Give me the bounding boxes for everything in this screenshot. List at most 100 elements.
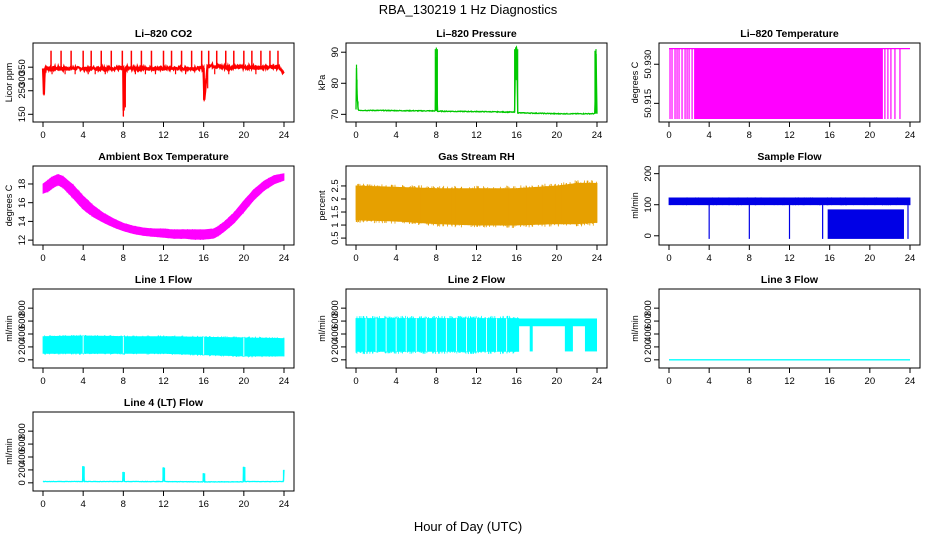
y-tick-label: 400: [643, 326, 654, 342]
x-tick-label: 16: [511, 376, 522, 387]
x-tick-label: 8: [434, 130, 439, 141]
y-tick-label: 100: [643, 197, 654, 213]
y-tick-label: 1.5: [330, 205, 341, 218]
y-tick-label: 90: [330, 47, 341, 58]
x-tick-label: 12: [471, 253, 482, 264]
x-tick-label: 20: [239, 130, 250, 141]
series-layer: [355, 315, 597, 355]
x-tick-label: 16: [198, 130, 209, 141]
chart-panel-8: Line 2 Flow ml/min 0 4 8 12 16 20 24 0 20040060080…: [317, 274, 608, 387]
y-tick-label: 600: [643, 313, 654, 329]
x-tick-label: 8: [121, 499, 126, 510]
chart-panel-10: Line 4 (LT) Flow ml/min 0 4 8 12 16 20 24 0 200400…: [4, 397, 295, 510]
y-tick-label: 0: [643, 357, 654, 362]
x-tick-label: 20: [865, 130, 876, 141]
panel-title: Li–820 Pressure: [436, 28, 517, 40]
x-tick-label: 0: [353, 130, 358, 141]
panel-title: Line 2 Flow: [448, 274, 506, 286]
series-layer: [41, 50, 285, 117]
series-band: [42, 173, 285, 240]
x-tick-label: 8: [121, 130, 126, 141]
chart-panel-1: Li–820 CO2 Licor ppm 0 4 8 12 16 20 24 150 2503003…: [4, 28, 295, 141]
y-tick-label: 14: [17, 216, 28, 227]
series-layer: [42, 466, 285, 483]
panel-y-axis-label: Licor ppm: [4, 63, 14, 103]
x-tick-label: 24: [905, 253, 916, 264]
chart-panel-9: Line 3 Flow ml/min 0 4 8 12 16 20 24 0 20040060080…: [630, 274, 921, 387]
x-tick-label: 24: [592, 130, 603, 141]
y-tick-label: 200: [17, 339, 28, 355]
x-tick-label: 24: [279, 130, 290, 141]
x-tick-label: 24: [592, 253, 603, 264]
x-tick-label: 8: [121, 376, 126, 387]
y-tick-label: 250: [17, 83, 28, 99]
plot-frame: [658, 288, 921, 369]
series-gap-block: [827, 209, 904, 239]
y-tick-label: 80: [330, 78, 341, 89]
series-fill: [694, 48, 883, 119]
panel-grid: Li–820 CO2 Licor ppm 0 4 8 12 16 20 24 150 2503003…: [4, 28, 921, 510]
x-tick-label: 8: [434, 253, 439, 264]
panel-y-axis-label: ml/min: [630, 315, 640, 342]
y-tick-label: 50.915: [643, 89, 654, 118]
x-tick-label: 4: [394, 130, 399, 141]
x-tick-label: 20: [552, 376, 563, 387]
panel-title: Li–820 CO2: [135, 28, 192, 40]
figure-title: RBA_130219 1 Hz Diagnostics: [379, 2, 558, 17]
x-tick-label: 16: [511, 130, 522, 141]
y-tick-label: 0: [330, 357, 341, 362]
x-tick-label: 24: [279, 499, 290, 510]
x-tick-label: 20: [239, 376, 250, 387]
series-layer: [669, 48, 910, 119]
series-layer: [668, 197, 911, 239]
y-tick-label: 350: [17, 59, 28, 75]
y-tick-label: 16: [17, 197, 28, 208]
x-tick-label: 0: [353, 253, 358, 264]
panel-title: Sample Flow: [757, 151, 822, 163]
x-tick-label: 8: [747, 253, 752, 264]
x-tick-label: 0: [666, 253, 671, 264]
y-tick-label: 400: [17, 326, 28, 342]
panel-y-axis-label: degrees C: [630, 61, 640, 103]
x-tick-label: 20: [239, 499, 250, 510]
y-tick-label: 300: [17, 71, 28, 87]
figure-x-axis-label: Hour of Day (UTC): [414, 519, 522, 534]
x-tick-label: 24: [279, 376, 290, 387]
series-line: [41, 60, 285, 111]
chart-panel-6: Sample Flow ml/min 0 4 8 12 16 20 24 0 100 200: [630, 151, 921, 264]
panel-y-axis-label: ml/min: [317, 315, 327, 342]
x-tick-label: 0: [40, 499, 45, 510]
x-tick-label: 4: [81, 499, 86, 510]
y-tick-label: 600: [17, 313, 28, 329]
y-tick-label: 50.930: [643, 50, 654, 79]
y-tick-label: 800: [643, 300, 654, 316]
chart-panel-2: Li–820 Pressure kPa 0 4 8 12 16 20 24 70 80 90: [317, 28, 608, 141]
y-tick-label: 800: [17, 423, 28, 439]
panel-y-axis-label: percent: [317, 190, 327, 221]
x-tick-label: 12: [158, 253, 169, 264]
panel-y-axis-label: degrees C: [4, 184, 14, 226]
x-tick-label: 16: [198, 499, 209, 510]
x-tick-label: 4: [81, 376, 86, 387]
x-tick-label: 0: [666, 130, 671, 141]
x-tick-label: 8: [434, 376, 439, 387]
series-block: [564, 318, 573, 352]
x-tick-label: 12: [471, 376, 482, 387]
x-tick-label: 12: [784, 253, 795, 264]
chart-panel-4: Ambient Box Temperature degrees C 0 4 8 12 16 2…: [4, 151, 295, 264]
chart-panel-7: Line 1 Flow ml/min 0 4 8 12 16 20 24 0 20040060080…: [4, 274, 295, 387]
x-tick-label: 0: [40, 376, 45, 387]
series-line: [355, 45, 598, 116]
chart-panel-3: Li–820 Temperature degrees C 0 4 8 12 16 20 24 50…: [630, 28, 921, 141]
series-gap-block: [518, 318, 597, 327]
y-tick-label: 2.5: [330, 179, 341, 192]
x-tick-label: 12: [784, 376, 795, 387]
panel-title: Line 3 Flow: [761, 274, 819, 286]
x-tick-label: 0: [666, 376, 671, 387]
x-tick-label: 16: [198, 376, 209, 387]
x-tick-label: 20: [865, 253, 876, 264]
y-tick-label: 600: [17, 436, 28, 452]
y-tick-label: 800: [17, 300, 28, 316]
y-tick-label: 150: [17, 106, 28, 122]
